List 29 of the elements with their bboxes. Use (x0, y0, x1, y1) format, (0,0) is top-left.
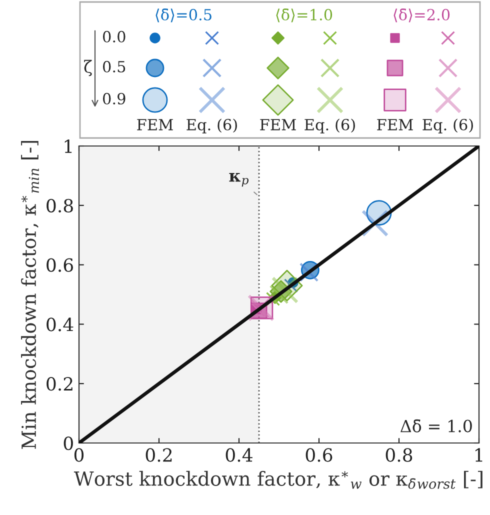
x-tick-label: 0.8 (386, 448, 412, 462)
text: ζ (84, 60, 92, 76)
text: ⟨δ̄⟩=2.0 (394, 8, 450, 22)
y-tick-label: 0.4 (46, 318, 74, 332)
text: 0.5 (103, 60, 126, 72)
y-tick-label: 0.2 (46, 377, 72, 391)
x-tick-label: 0.6 (306, 448, 332, 462)
y-axis-title: Min knockdown factor, κ$^{∗}$$_{min}$ [-] (21, 140, 39, 449)
legend-label: FEM (377, 119, 413, 130)
legend-label: Eq. (6) (304, 118, 355, 134)
y-tick-label: 0.8 (46, 198, 73, 213)
text: 0.0 (103, 30, 126, 42)
y-tick-label: 1 (64, 139, 72, 153)
legend-label: FEM (137, 119, 173, 130)
legend-label: Eq. (6) (186, 118, 237, 134)
text: 0.9 (103, 92, 126, 104)
ref-line-label: κ$_{p}$ (229, 172, 249, 187)
legend-label: FEM (260, 119, 296, 130)
annotation: Δδ̄ = 1.0 (400, 419, 472, 432)
y-tick-label: 0 (64, 436, 73, 450)
text: ⟨δ̄⟩=0.5 (156, 8, 212, 22)
legend-label: Eq. (6) (422, 118, 473, 134)
x-tick-label: 1 (475, 448, 482, 462)
y-tick-label: 0.6 (46, 258, 74, 272)
x-tick-label: 0.4 (226, 448, 252, 462)
x-tick-label: 0.2 (146, 448, 172, 462)
x-axis-title: Worst knockdown factor, κ$^{∗}$$_{w}$ or κ$_{δ̄worst}$ [-] (74, 470, 482, 489)
text: ⟨δ̄⟩=1.0 (276, 8, 332, 22)
x-tick-label: 0 (74, 448, 84, 462)
